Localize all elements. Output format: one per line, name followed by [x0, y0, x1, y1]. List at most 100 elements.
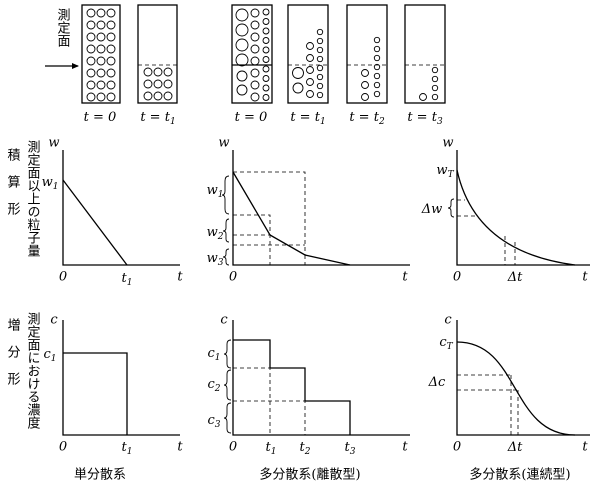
particle	[316, 55, 324, 63]
label: c3	[207, 413, 220, 430]
particle	[306, 54, 314, 62]
label: w	[48, 136, 59, 151]
curves	[62, 169, 576, 436]
label: t1	[266, 440, 277, 457]
label-sub: 3	[350, 447, 356, 457]
tube	[287, 4, 329, 104]
label-sub: 3	[215, 420, 221, 430]
row-title: 積算形	[5, 148, 21, 229]
particle	[235, 8, 249, 22]
particle	[106, 32, 116, 42]
label: 0	[59, 440, 67, 455]
particle	[262, 27, 270, 35]
particle	[86, 68, 96, 78]
label-text: t = t	[140, 110, 170, 125]
label-text: t = t	[349, 110, 379, 125]
particle	[163, 91, 173, 101]
label-text: t = 0	[84, 110, 117, 125]
particle	[262, 18, 270, 25]
label: w	[442, 136, 453, 151]
particle	[106, 80, 116, 90]
particle	[235, 23, 249, 37]
particle	[106, 8, 116, 18]
particle	[373, 36, 381, 44]
label-sub: 1	[127, 278, 133, 288]
label-text: t	[345, 440, 351, 455]
particle	[96, 56, 106, 66]
particle	[250, 20, 260, 30]
particle	[96, 92, 106, 102]
label: Δt	[507, 440, 523, 455]
label-text: c	[207, 377, 215, 392]
curve	[232, 171, 351, 266]
label-sub: 1	[320, 117, 326, 127]
axes	[62, 150, 590, 436]
particle	[235, 53, 249, 67]
label-text: t = t	[290, 110, 320, 125]
brace	[447, 198, 455, 218]
particle	[250, 8, 260, 18]
brace	[223, 339, 232, 434]
label: c	[220, 313, 228, 328]
particle	[96, 44, 106, 54]
arrow-head	[72, 63, 79, 69]
particle	[250, 44, 260, 54]
tube	[81, 4, 121, 104]
label-text: t	[122, 440, 128, 455]
particle	[262, 8, 270, 16]
label: t	[582, 270, 588, 285]
particle	[250, 56, 260, 66]
label: t = t2	[349, 110, 385, 127]
particle	[419, 93, 427, 101]
label: 0	[453, 440, 461, 455]
label: w2	[207, 225, 224, 242]
label-sub: T	[448, 170, 455, 180]
row-description: 測定面以上の粒子量	[25, 140, 41, 257]
particle	[316, 64, 324, 72]
label-text: t	[266, 440, 272, 455]
label-text: w	[207, 183, 218, 198]
particle	[96, 68, 106, 78]
arrow-label: 測定面	[55, 8, 71, 47]
label-sub: 1	[215, 353, 221, 363]
label-text: c	[207, 413, 215, 428]
label-sub: 1	[53, 182, 59, 192]
particle	[262, 37, 270, 44]
label: w1	[42, 175, 59, 192]
particle	[373, 63, 381, 71]
label-sub: 2	[217, 232, 224, 242]
label-sub: 1	[127, 447, 133, 457]
label: 0	[453, 270, 461, 285]
label-sub: 3	[218, 258, 224, 268]
label: c	[444, 313, 452, 328]
particle	[96, 80, 106, 90]
label: wT	[436, 163, 454, 180]
label: Δt	[507, 270, 523, 285]
particle	[86, 44, 96, 54]
particle	[431, 84, 439, 92]
particle	[361, 93, 369, 101]
label-sub: 2	[214, 384, 221, 394]
particle	[292, 67, 304, 79]
label-sub: 1	[271, 447, 277, 457]
label: t	[402, 270, 408, 285]
label: t1	[122, 440, 133, 457]
label: t = t1	[290, 110, 325, 127]
particle	[292, 82, 304, 94]
label: t3	[345, 440, 356, 457]
particle	[373, 81, 381, 89]
label: Δc	[428, 375, 446, 390]
curve	[233, 339, 351, 435]
particle	[306, 66, 314, 74]
guide	[457, 374, 519, 435]
brace	[221, 175, 230, 266]
label-sub: 1	[51, 354, 57, 364]
label: 単分散系	[74, 467, 126, 483]
particle	[250, 68, 260, 78]
particle	[143, 67, 153, 77]
label: t = t1	[140, 110, 175, 127]
particle	[262, 94, 270, 101]
label-text: t = t	[407, 110, 437, 125]
particle	[153, 67, 163, 77]
label: t2	[300, 440, 311, 457]
